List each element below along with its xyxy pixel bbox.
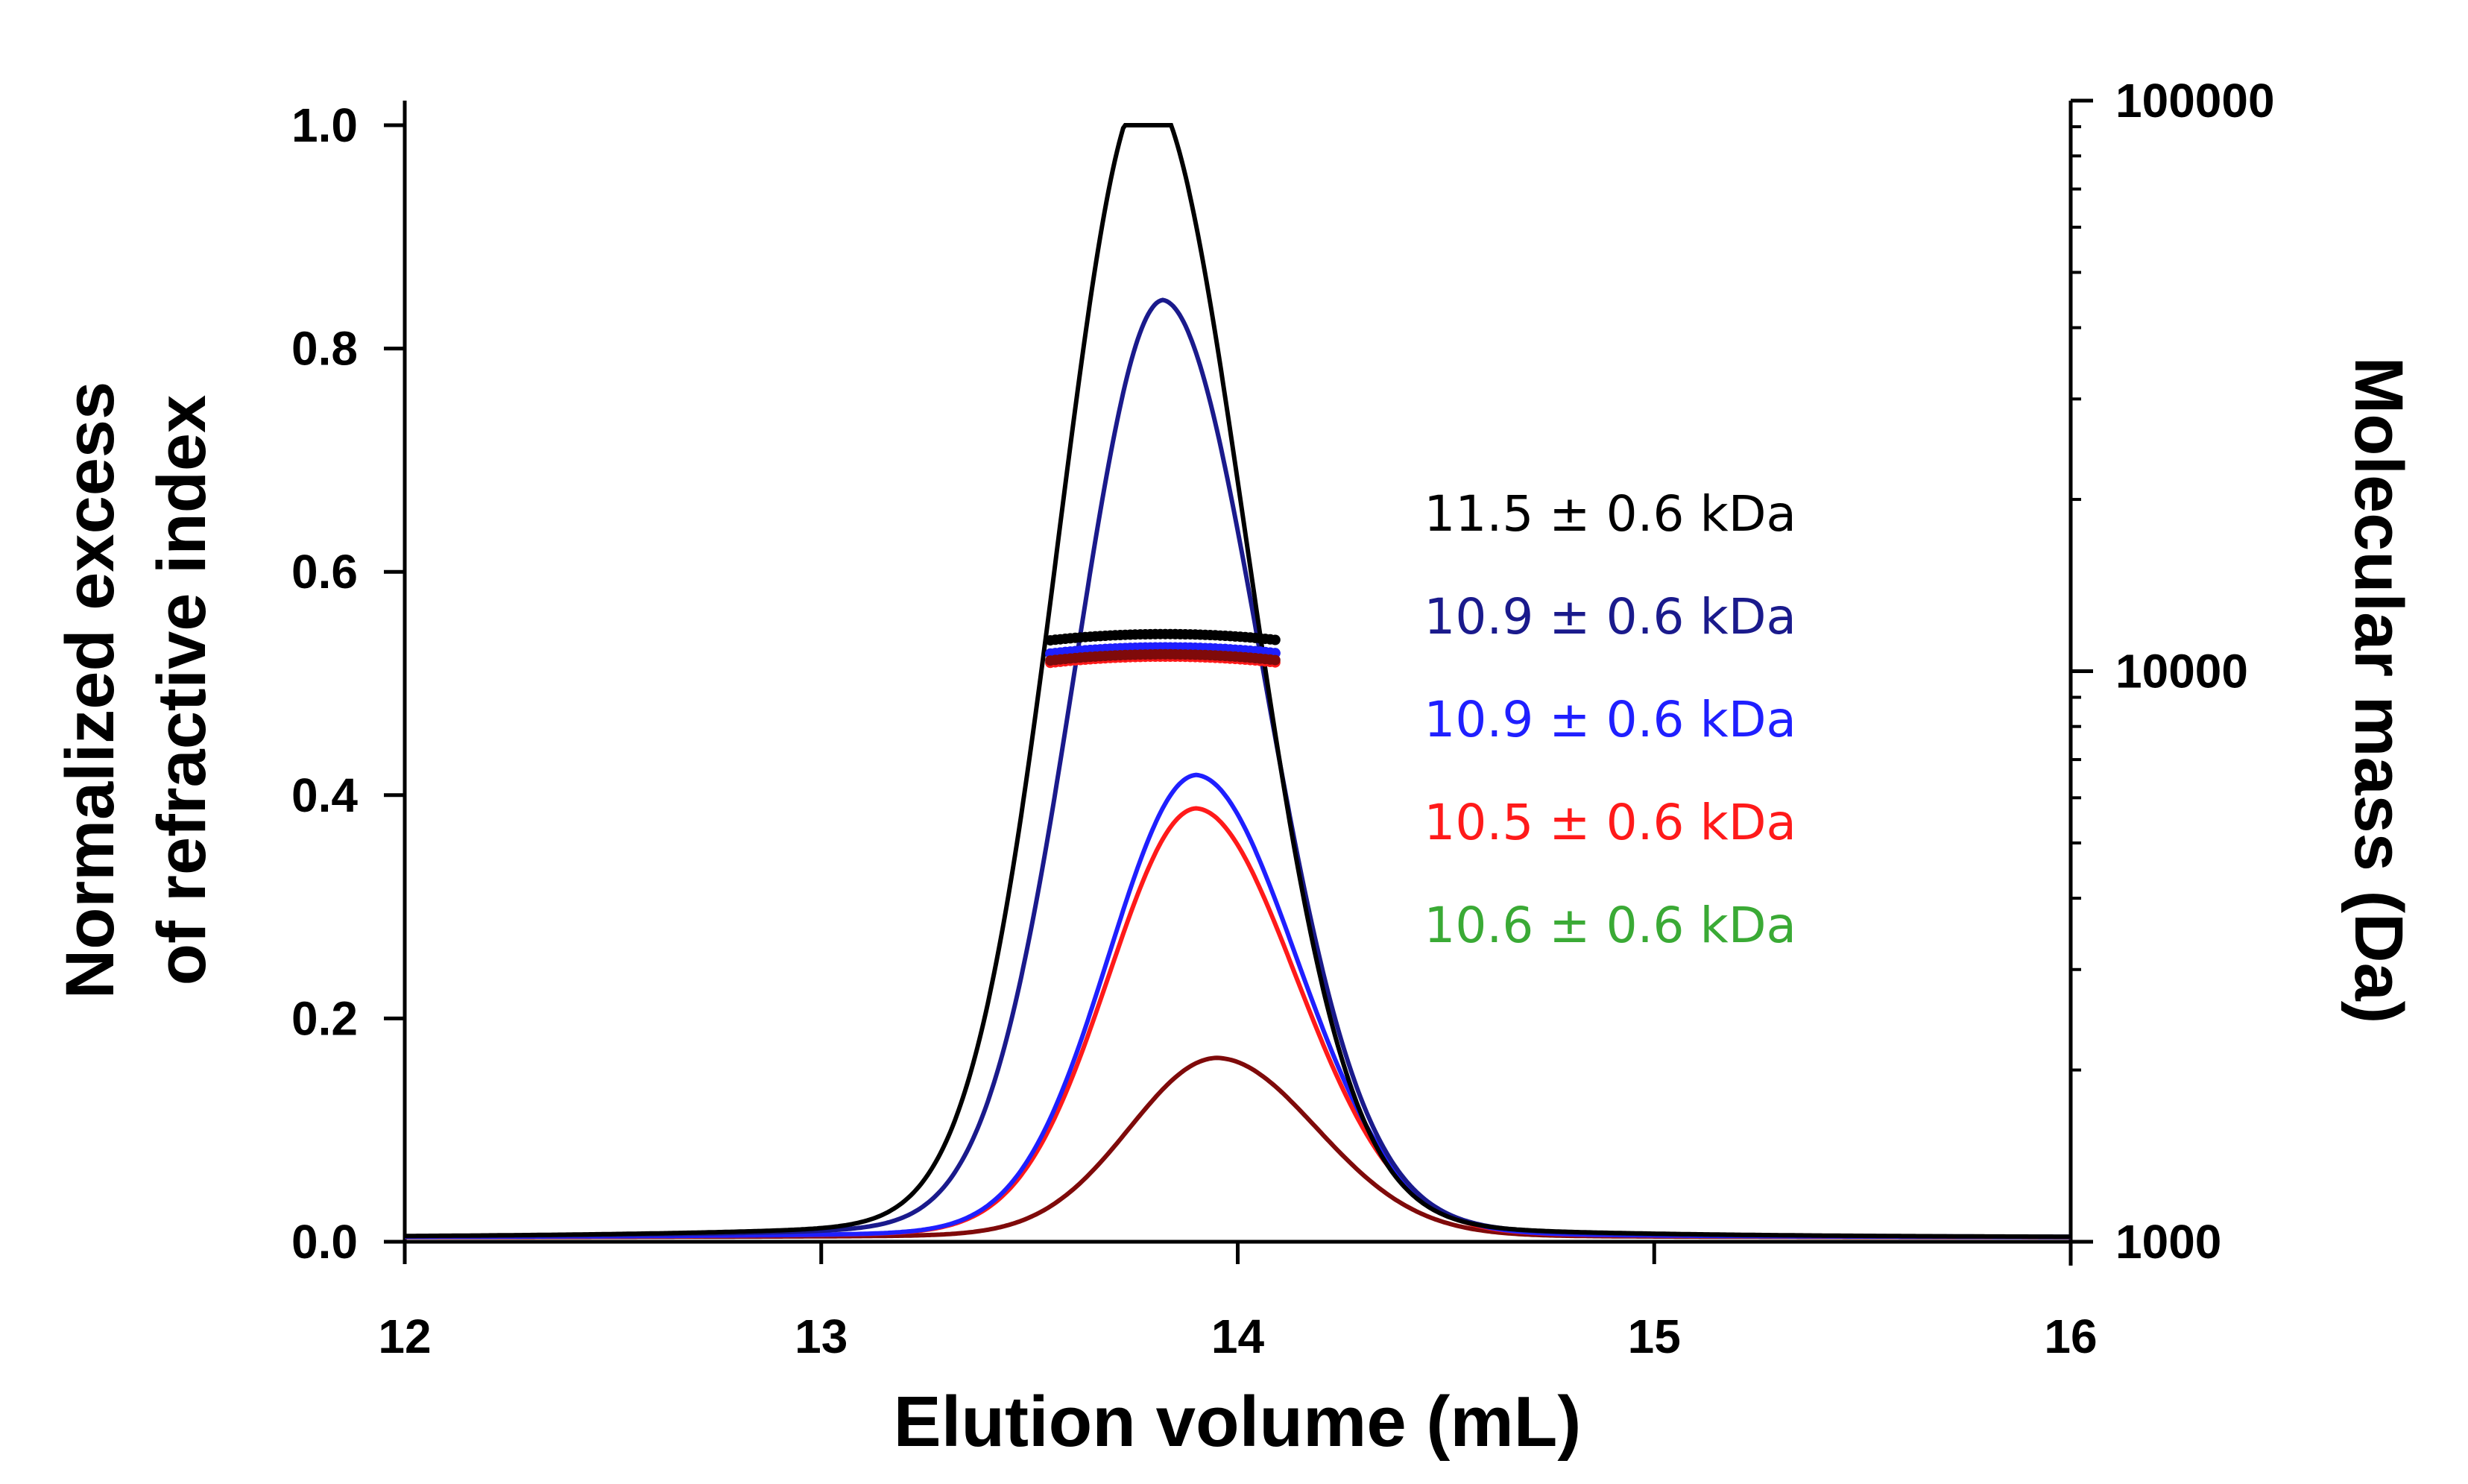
y-tick-label: 1.0 <box>291 98 358 152</box>
mass-annotation: 11.5 ± 0.6 kDa <box>1424 485 1796 543</box>
ri-curve-dark-red <box>405 1055 2071 1240</box>
x-tick-label: 13 <box>795 1310 848 1363</box>
y2-axis-title: Molecular mass (Da) <box>2341 357 2417 1024</box>
mass-annotation: 10.5 ± 0.6 kDa <box>1424 794 1796 851</box>
y-tick-label: 0.6 <box>291 545 358 599</box>
y-axis-title-line-1: Normalized excess <box>52 382 128 999</box>
x-axis-title: Elution volume (mL) <box>894 1382 1582 1462</box>
x-tick-label: 16 <box>2044 1310 2097 1363</box>
mass-annotations: 11.5 ± 0.6 kDa 10.9 ± 0.6 kDa 10.9 ± 0.6 k… <box>1424 485 1796 954</box>
y-tick-label: 0.4 <box>291 768 358 822</box>
ri-curve-red <box>405 806 2071 1240</box>
x-tick-label: 15 <box>1628 1310 1681 1363</box>
ri-curve-black <box>405 123 2071 1240</box>
y-tick-label: 0.2 <box>291 991 358 1045</box>
ri-curve-dark-blue <box>405 297 2071 1240</box>
mass-annotation: 10.6 ± 0.6 kDa <box>1424 897 1796 954</box>
mass-annotation: 10.9 ± 0.6 kDa <box>1424 588 1796 645</box>
y-tick-label: 0.0 <box>291 1215 358 1269</box>
y2-tick-label: 10000 <box>2115 645 2248 698</box>
x-tick-label: 14 <box>1211 1310 1265 1363</box>
x-tick-label: 12 <box>378 1310 431 1363</box>
tick-marks <box>384 98 2093 1264</box>
ri-curves <box>405 123 2071 1240</box>
y2-tick-label: 100000 <box>2115 74 2275 127</box>
mass-point <box>1269 654 1281 666</box>
mass-annotation: 10.9 ± 0.6 kDa <box>1424 691 1796 748</box>
y2-tick-label: 1000 <box>2115 1215 2221 1269</box>
y-tick-label: 0.8 <box>291 322 358 376</box>
tick-labels: 12 13 14 15 16 0.0 0.2 0.4 0.6 0.8 1.0 1000 10000 100… <box>291 74 2275 1363</box>
mass-point <box>1269 634 1281 645</box>
molar-mass-points <box>1045 628 1281 669</box>
y-axis-title-line-2: of refractive index <box>144 395 220 986</box>
axes <box>403 101 2073 1266</box>
